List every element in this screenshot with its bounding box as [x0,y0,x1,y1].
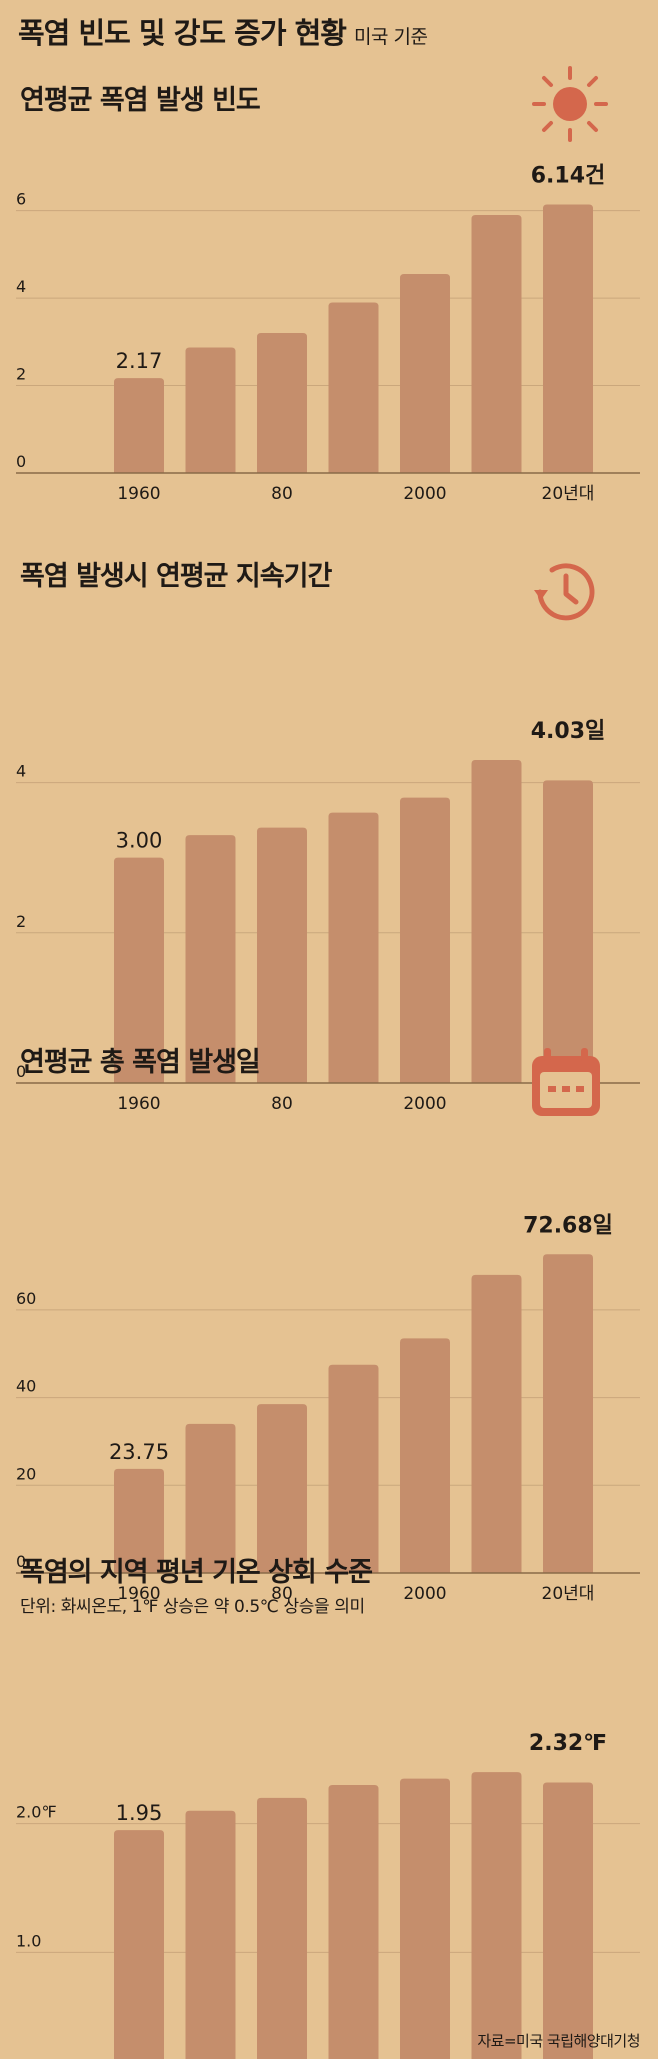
bar [400,1778,450,2059]
bar [114,1468,164,1573]
bar-chart: 0 20 40 60 1960 80 2000 20년대 23.75 72.68일 [16,1213,640,1604]
y-tick-label: 2 [16,365,26,384]
x-tick-label: 2000 [403,484,446,504]
bar [185,347,236,473]
y-tick-label: 40 [16,1377,36,1396]
data-label-last: 4.03일 [531,719,606,744]
bar [114,1830,164,2059]
data-label-first: 1.95 [116,1801,163,1825]
bar [471,760,522,1083]
y-tick-label: 4 [16,762,26,781]
bar [471,214,522,473]
bar-chart: 0 2 4 6 1960 80 2000 20년대 2.17 6.14건 [16,163,640,504]
bar [400,1338,450,1573]
chart-note: 단위: 화씨온도, 1℉ 상승은 약 0.5℃ 상승을 의미 [20,1597,365,1617]
y-tick-label: 60 [16,1289,36,1308]
y-tick-label: 2.0℉ [16,1803,57,1822]
bar [543,780,593,1083]
bar [400,797,450,1083]
x-tick-label: 1960 [117,484,160,504]
data-label-first: 3.00 [116,829,163,853]
x-tick-label: 80 [271,1584,293,1604]
x-tick-label: 20년대 [542,484,595,504]
bar [543,1254,593,1573]
x-tick-label: 2000 [403,1584,446,1604]
chart-section-duration: 폭염 발생시 연평균 지속기간 024196080200020년대3.004.0… [0,490,658,1114]
bar [328,302,379,473]
chart-title: 폭염 발생시 연평균 지속기간 [20,561,332,592]
y-tick-label: 0 [16,1062,26,1081]
bar [114,857,164,1083]
calendar-icon [532,1048,600,1116]
y-tick-label: 6 [16,190,26,209]
bar [328,1364,379,1573]
bar [471,1772,522,2059]
bar [114,378,164,473]
bar [543,1782,593,2059]
x-tick-label: 80 [271,1094,293,1114]
page-subtitle: 미국 기준 [353,26,428,48]
bar [185,1423,236,1573]
chart-section-frequency: 연평균 폭염 발생 빈도 0 2 4 6 1960 80 2000 20년대 2.17 6.14건 [0,0,658,504]
data-label-first: 23.75 [109,1440,169,1464]
x-tick-label: 2000 [403,1094,446,1114]
data-label-last: 6.14건 [531,163,606,188]
data-label-first: 2.17 [116,349,163,373]
x-tick-label: 80 [271,484,293,504]
chart-title: 연평균 총 폭염 발생일 [20,1047,261,1078]
bar [328,812,379,1083]
chart-title: 연평균 폭염 발생 빈도 [20,85,261,116]
bar-chart: 024196080200020년대3.004.03일 [16,719,640,1114]
bar [257,333,307,473]
y-tick-label: 0 [16,452,26,471]
bar [257,827,307,1083]
bar [185,1810,236,2059]
bar [257,1797,307,2059]
chart-title: 폭염의 지역 평년 기온 상회 수준 [20,1557,373,1588]
chart-section-days: 연평균 총 폭염 발생일 0 20 40 60 1960 80 2000 20년대 23.75 7… [0,980,658,1604]
y-tick-label: 4 [16,277,26,296]
bar [257,1404,307,1573]
x-tick-label: 20년대 [542,1584,595,1604]
bar-chart: 01.02.0℉196080200020년대1.952.32℉ [16,1731,640,2059]
bar [471,1274,522,1573]
bar [328,1785,379,2059]
page-header: 폭염 빈도 및 강도 증가 현황 미국 기준 [18,10,428,50]
bar [543,204,593,473]
data-label-last: 72.68일 [523,1213,613,1238]
bar [400,274,450,473]
y-tick-label: 0 [16,1552,26,1571]
sun-icon [532,66,608,142]
clock-icon [534,563,595,621]
x-tick-label: 1960 [117,1094,160,1114]
y-tick-label: 1.0 [16,1931,41,1950]
source-note: 자료=미국 국립해양대기청 [477,2032,640,2050]
page-title: 폭염 빈도 및 강도 증가 현황 [18,16,347,50]
chart-section-temperature: 폭염의 지역 평년 기온 상회 수준 단위: 화씨온도, 1℉ 상승은 약 0.… [0,1520,658,2059]
x-tick-label: 1960 [117,1584,160,1604]
y-tick-label: 20 [16,1464,36,1483]
y-tick-label: 2 [16,912,26,931]
data-label-last: 2.32℉ [529,1731,607,1756]
bar [185,835,236,1083]
